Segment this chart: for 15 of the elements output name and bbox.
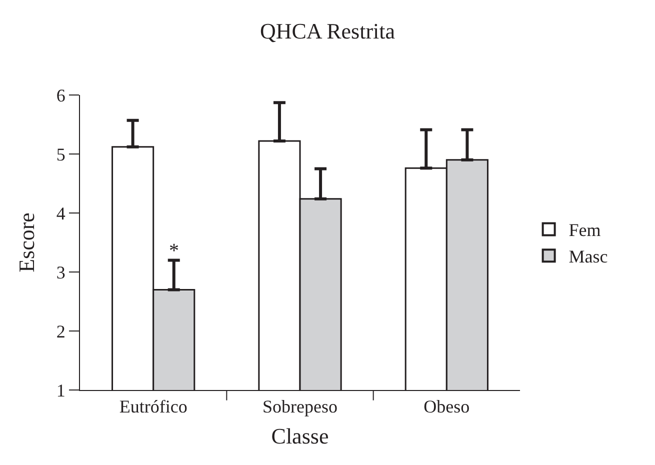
x-tick-label: Sobrepeso: [262, 396, 338, 417]
y-axis-title: Escore: [14, 212, 40, 272]
legend-label: Masc: [568, 246, 608, 267]
x-tick-label: Eutrófico: [119, 396, 188, 417]
y-tick-label: 1: [56, 380, 66, 400]
legend-label: Fem: [568, 220, 601, 240]
x-axis-title: Classe: [271, 424, 329, 448]
y-tick-label: 2: [56, 321, 66, 342]
annotation: *: [169, 240, 179, 262]
y-tick-label: 3: [56, 262, 66, 282]
x-tick-label: Obeso: [424, 396, 470, 417]
y-tick-label: 4: [56, 203, 66, 224]
y-tick-label: 5: [56, 144, 66, 164]
chart-title: QHCA Restrita: [260, 18, 396, 44]
y-tick-label: 6: [56, 85, 66, 106]
